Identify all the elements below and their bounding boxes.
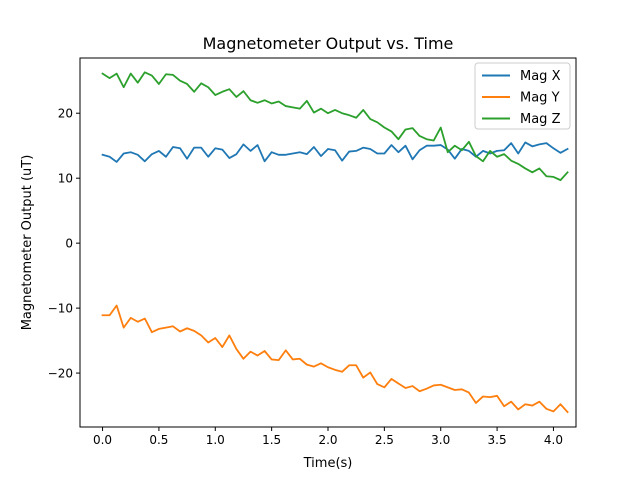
legend-box (474, 62, 571, 130)
series-line-mag-x (101, 141, 569, 163)
x-axis-label: Time(s) (303, 456, 353, 471)
x-tick-label: 2.0 (318, 433, 337, 447)
legend: Mag X Mag Y Mag Z (474, 62, 571, 130)
x-tick-label: 3.5 (488, 433, 507, 447)
y-axis-label: Magnetometer Output (uT) (20, 155, 35, 331)
legend-label-mag-x: Mag X (520, 69, 561, 84)
x-tick-label: 4.0 (544, 433, 563, 447)
legend-label-mag-z: Mag Z (520, 112, 561, 127)
series-layer (101, 71, 569, 414)
x-tick-label: 0.5 (149, 433, 168, 447)
x-tick-label: 3.0 (431, 433, 450, 447)
x-tick-label: 2.5 (375, 433, 394, 447)
y-tick-label: −10 (48, 302, 73, 316)
x-axis: 0.0 0.5 1.0 1.5 2.0 2.5 3.0 3.5 4.0 (93, 427, 563, 447)
x-tick-label: 0.0 (93, 433, 112, 447)
plot-frame (79, 57, 577, 428)
y-axis: −20 −10 0 10 20 (48, 107, 80, 381)
y-tick-label: 10 (58, 172, 73, 186)
legend-label-mag-y: Mag Y (520, 91, 560, 106)
chart-title: Magnetometer Output vs. Time (203, 34, 454, 53)
series-line-mag-z (101, 71, 569, 182)
x-tick-label: 1.5 (262, 433, 281, 447)
x-tick-label: 1.0 (206, 433, 225, 447)
series-line-mag-y (101, 304, 569, 414)
y-tick-label: 20 (58, 107, 73, 121)
y-tick-label: 0 (65, 237, 73, 251)
y-tick-label: −20 (48, 367, 73, 381)
